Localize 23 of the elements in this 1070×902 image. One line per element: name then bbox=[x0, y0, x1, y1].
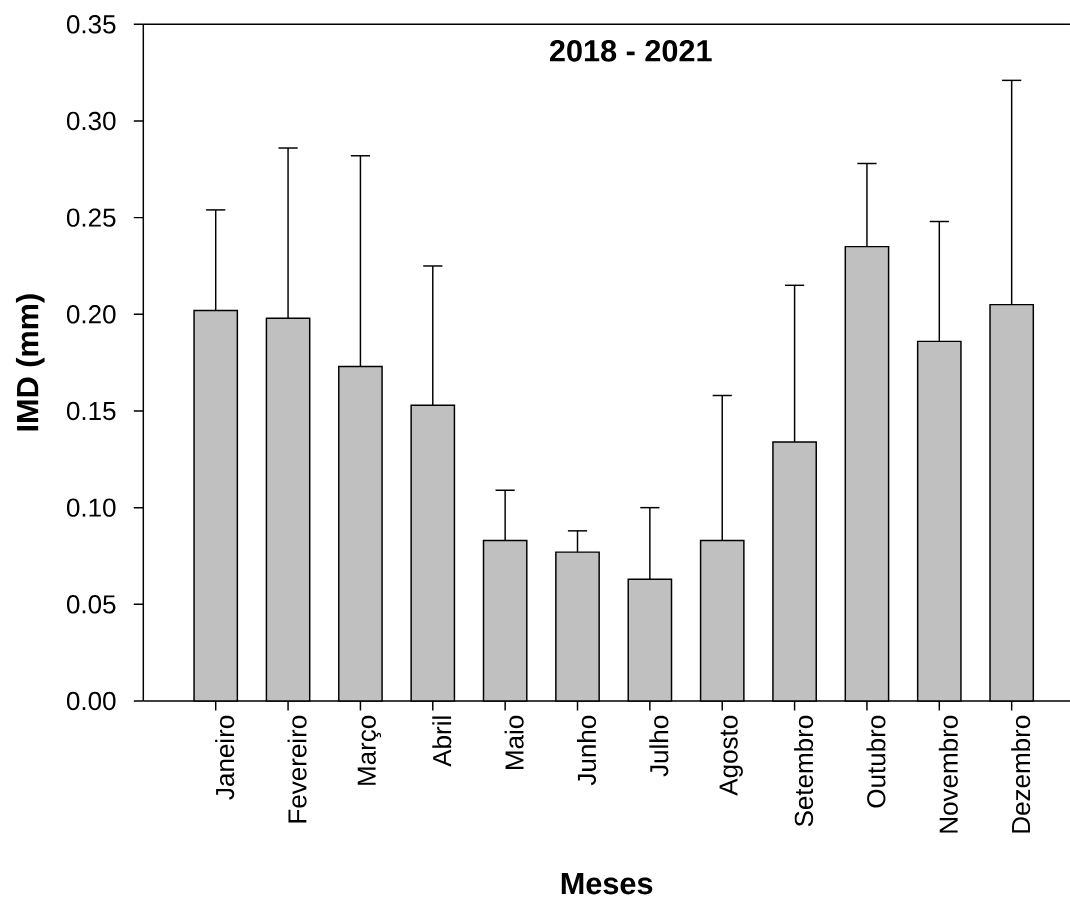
x-tick-label: Junho bbox=[576, 715, 597, 786]
y-tick-label: 0.20 bbox=[66, 305, 116, 324]
x-tick-label: Novembro bbox=[938, 715, 958, 833]
x-tick-label: Janeiro bbox=[215, 715, 235, 800]
y-tick-label: 0.10 bbox=[66, 498, 116, 517]
x-tick-label: Maio bbox=[504, 715, 524, 769]
y-tick-label: 0.00 bbox=[66, 691, 116, 711]
y-tick-label: 0.25 bbox=[66, 208, 116, 227]
y-axis-title: IMD (mm) bbox=[15, 294, 45, 431]
chart-title: 2018 - 2021 bbox=[549, 39, 712, 62]
x-tick-label: Abril bbox=[432, 716, 452, 767]
x-axis-title: Meses bbox=[561, 873, 653, 895]
x-tick-label: Outubro bbox=[866, 715, 886, 808]
y-tick-label: 0.30 bbox=[66, 111, 116, 131]
y-tick-label: 0.05 bbox=[66, 595, 116, 614]
x-tick-label: Setembro bbox=[794, 715, 814, 827]
x-tick-label: Dezembro bbox=[1011, 715, 1031, 833]
x-tick-label: Fevereiro bbox=[287, 715, 307, 823]
x-tick-label: Março bbox=[357, 715, 382, 785]
y-tick-label: 0.15 bbox=[66, 401, 116, 421]
y-tick-label: 0.35 bbox=[66, 15, 116, 34]
x-tick-label: Julho bbox=[649, 715, 669, 777]
x-tick-label: Agosto bbox=[719, 715, 743, 796]
